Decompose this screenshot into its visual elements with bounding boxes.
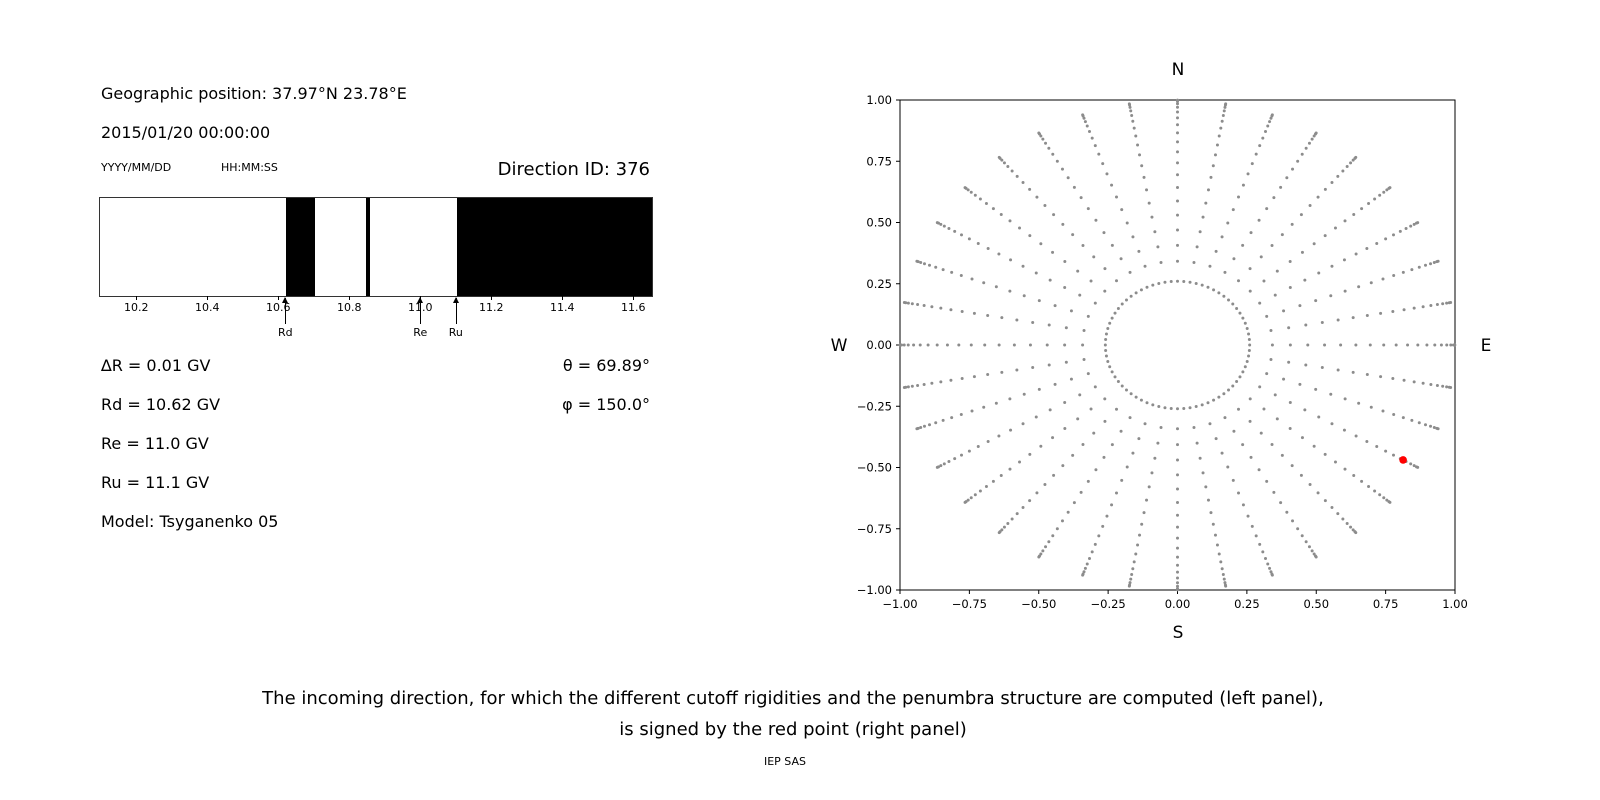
penumbra-x-tick-label: 11.6 <box>621 301 646 314</box>
direction-grid-dots <box>898 98 1457 592</box>
cutoff-marker-label-re: Re <box>413 326 428 339</box>
penumbra-x-tick-label: 10.6 <box>266 301 291 314</box>
geographic-position-text: Geographic position: 37.97°N 23.78°E <box>101 84 407 103</box>
theta-text: θ = 69.89° <box>562 356 650 375</box>
penumbra-x-tick-label: 11.2 <box>479 301 504 314</box>
direction-scatter-svg: −1.00 −0.75 −0.50 −0.25 0.00 0.25 0.50 0.75 1.00… <box>857 93 1468 611</box>
y-axis-tick-label: 0.25 <box>866 277 892 291</box>
model-text: Model: Tsyganenko 05 <box>101 512 279 531</box>
rd-text: Rd = 10.62 GV <box>101 395 221 414</box>
phi-text: φ = 150.0° <box>562 395 650 414</box>
cutoff-marker-arrow-ru <box>452 297 459 324</box>
compass-south-label: S <box>1172 623 1184 643</box>
caption-line-1: The incoming direction, for which the di… <box>262 688 1324 709</box>
re-text: Re = 11.0 GV <box>101 434 209 453</box>
penumbra-black-band <box>286 198 315 296</box>
cutoff-marker-arrow-re <box>417 297 424 324</box>
compass-west-label: W <box>830 336 848 356</box>
caption-line-2: is signed by the red point (right panel) <box>619 719 967 740</box>
x-axis-tick-label: 0.25 <box>1234 597 1260 611</box>
penumbra-plot-area <box>99 197 653 297</box>
cutoff-marker-arrow-rd <box>282 297 289 324</box>
x-axis-tick-label: −0.50 <box>1021 597 1056 611</box>
datetime-text: 2015/01/20 00:00:00 <box>101 123 271 142</box>
y-axis-tick-label: −0.75 <box>857 522 892 536</box>
selected-direction-red-point <box>1399 456 1407 464</box>
y-axis-tick-label: −1.00 <box>857 583 892 597</box>
penumbra-black-band <box>456 198 652 296</box>
cutoff-marker-label-ru: Ru <box>448 326 463 339</box>
y-axis-tick-label: 0.00 <box>866 338 892 352</box>
penumbra-x-tick <box>277 296 279 300</box>
penumbra-x-tick <box>206 296 208 300</box>
penumbra-x-tick <box>348 296 350 300</box>
penumbra-x-tick <box>561 296 563 300</box>
penumbra-x-tick-label: 10.8 <box>337 301 362 314</box>
penumbra-x-tick-label: 11.4 <box>550 301 575 314</box>
penumbra-x-tick <box>490 296 492 300</box>
penumbra-black-band <box>366 198 370 296</box>
delta-r-text: ∆R = 0.01 GV <box>101 356 211 375</box>
x-axis-tick-label: 1.00 <box>1442 597 1468 611</box>
x-axis-tick-label: −0.75 <box>952 597 987 611</box>
x-axis-tick-label: −1.00 <box>882 597 917 611</box>
y-axis-tick-label: −0.25 <box>857 399 892 413</box>
x-axis-tick-label: 0.50 <box>1303 597 1329 611</box>
x-axis-tick-label: 0.00 <box>1165 597 1191 611</box>
y-axis-tick-label: 1.00 <box>866 93 892 107</box>
x-axis-tick-label: −0.25 <box>1091 597 1126 611</box>
penumbra-x-tick <box>135 296 137 300</box>
penumbra-x-tick-label: 10.2 <box>124 301 149 314</box>
credit-text: IEP SAS <box>763 755 807 768</box>
direction-scatter-chart: −1.00 −0.75 −0.50 −0.25 0.00 0.25 0.50 0.75 1.00… <box>830 50 1530 650</box>
x-axis-tick-label: 0.75 <box>1373 597 1399 611</box>
y-axis-tick-label: −0.50 <box>857 461 892 475</box>
penumbra-x-tick-label: 10.4 <box>195 301 220 314</box>
penumbra-x-tick <box>632 296 634 300</box>
time-format-hint: HH:MM:SS <box>221 161 278 174</box>
compass-east-label: E <box>1480 336 1492 356</box>
direction-id-text: Direction ID: 376 <box>497 159 650 180</box>
y-axis-tick-label: 0.50 <box>866 216 892 230</box>
y-axis-tick-label: 0.75 <box>866 154 892 168</box>
cutoff-marker-label-rd: Rd <box>278 326 293 339</box>
compass-north-label: N <box>1171 60 1185 80</box>
ru-text: Ru = 11.1 GV <box>101 473 210 492</box>
date-format-hint: YYYY/MM/DD <box>101 161 172 174</box>
